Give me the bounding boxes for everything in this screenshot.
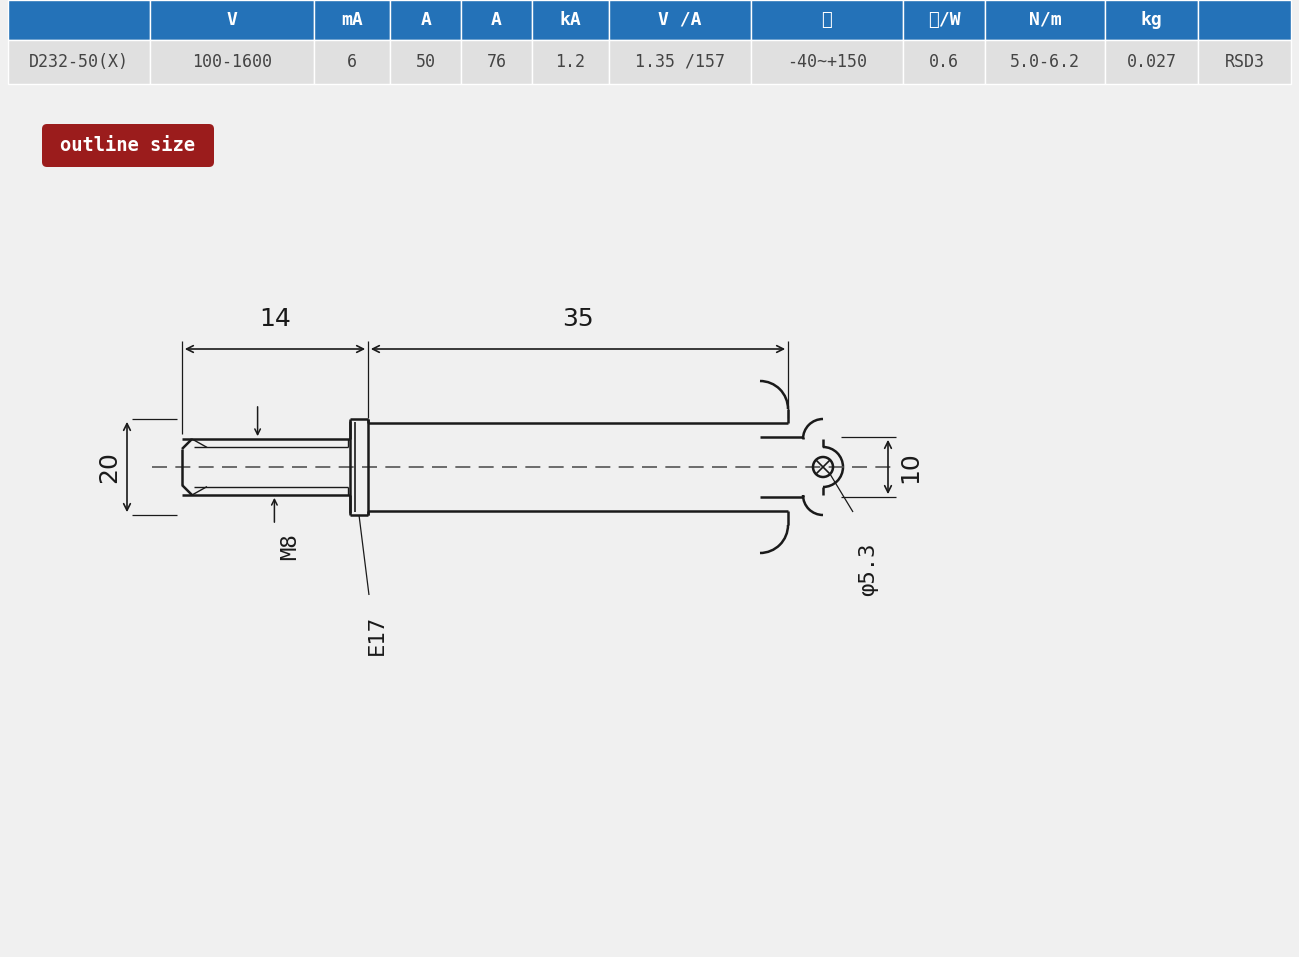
Bar [390, 40, 461, 84]
Text: kg: kg [1141, 11, 1163, 29]
Bar [390, 0, 461, 40]
Text: φ5.3: φ5.3 [859, 542, 878, 595]
Bar [985, 40, 1105, 84]
Bar [1198, 0, 1291, 40]
Bar [1105, 0, 1198, 40]
Bar [533, 0, 608, 40]
Text: 76: 76 [487, 53, 507, 71]
Bar [1198, 40, 1291, 84]
Text: V /A: V /A [657, 11, 701, 29]
Text: ℃: ℃ [821, 11, 833, 29]
Text: outline size: outline size [61, 136, 196, 155]
Text: 35: 35 [562, 307, 594, 331]
Text: A: A [491, 11, 503, 29]
Text: kA: kA [560, 11, 581, 29]
Bar [903, 0, 985, 40]
Text: 20: 20 [97, 451, 121, 483]
FancyBboxPatch shape [42, 124, 214, 167]
Text: V: V [226, 11, 238, 29]
Text: -40~+150: -40~+150 [787, 53, 866, 71]
Bar [461, 40, 533, 84]
Bar [149, 0, 314, 40]
Bar [751, 40, 903, 84]
Text: M8: M8 [281, 533, 300, 560]
Text: 5.0-6.2: 5.0-6.2 [1011, 53, 1081, 71]
Bar [903, 40, 985, 84]
Bar [149, 40, 314, 84]
Bar [461, 0, 533, 40]
Text: 100-1600: 100-1600 [192, 53, 271, 71]
Text: 10: 10 [898, 451, 922, 483]
Bar [985, 0, 1105, 40]
Bar [8, 0, 149, 40]
Text: A: A [420, 11, 431, 29]
Text: 1.35 /157: 1.35 /157 [634, 53, 725, 71]
Text: 14: 14 [259, 307, 291, 331]
Bar [608, 40, 751, 84]
Bar [1105, 40, 1198, 84]
Text: D232-50(X): D232-50(X) [29, 53, 129, 71]
Bar [533, 40, 608, 84]
Text: 0.6: 0.6 [929, 53, 960, 71]
Text: RSD3: RSD3 [1225, 53, 1265, 71]
Bar [751, 0, 903, 40]
Text: 50: 50 [416, 53, 435, 71]
Bar [314, 0, 390, 40]
Text: mA: mA [342, 11, 362, 29]
Text: 0.027: 0.027 [1126, 53, 1177, 71]
Text: N/m: N/m [1029, 11, 1061, 29]
Text: 1.2: 1.2 [556, 53, 586, 71]
Bar [608, 0, 751, 40]
Bar [8, 40, 149, 84]
Text: E17: E17 [368, 615, 387, 656]
Text: 6: 6 [347, 53, 357, 71]
Text: ℃/W: ℃/W [927, 11, 961, 29]
Bar [314, 40, 390, 84]
